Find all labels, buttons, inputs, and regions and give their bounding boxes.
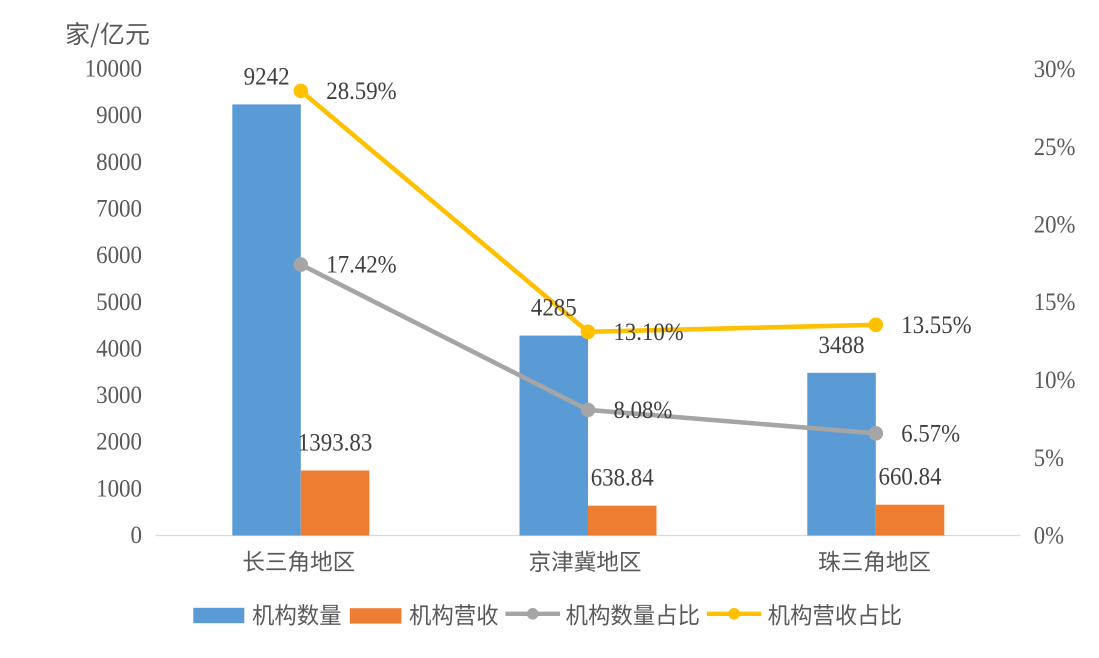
svg-text:8000: 8000 — [96, 147, 142, 176]
svg-text:25%: 25% — [1034, 132, 1076, 161]
svg-text:13.10%: 13.10% — [614, 317, 684, 346]
svg-text:638.84: 638.84 — [591, 463, 654, 492]
svg-text:4285: 4285 — [531, 293, 577, 322]
svg-text:6000: 6000 — [96, 240, 142, 269]
svg-text:5000: 5000 — [96, 287, 142, 316]
svg-text:28.59%: 28.59% — [326, 76, 396, 105]
svg-text:10000: 10000 — [85, 54, 142, 83]
svg-text:2000: 2000 — [96, 427, 142, 456]
svg-text:8.08%: 8.08% — [614, 395, 673, 424]
svg-text:15%: 15% — [1034, 287, 1076, 316]
svg-text:10%: 10% — [1034, 365, 1076, 394]
svg-text:17.42%: 17.42% — [326, 250, 396, 279]
svg-text:9242: 9242 — [244, 61, 290, 90]
svg-text:0: 0 — [131, 520, 143, 549]
svg-text:1393.83: 1393.83 — [298, 428, 373, 457]
svg-text:20%: 20% — [1034, 210, 1076, 239]
svg-text:3488: 3488 — [819, 330, 865, 359]
svg-text:4000: 4000 — [96, 333, 142, 362]
svg-text:5%: 5% — [1034, 443, 1064, 472]
svg-text:0%: 0% — [1034, 521, 1064, 550]
svg-text:30%: 30% — [1034, 54, 1076, 83]
svg-text:9000: 9000 — [96, 100, 142, 129]
svg-text:13.55%: 13.55% — [901, 310, 971, 339]
svg-text:660.84: 660.84 — [879, 462, 942, 491]
svg-text:1000: 1000 — [96, 473, 142, 502]
svg-text:6.57%: 6.57% — [901, 418, 960, 447]
svg-text:3000: 3000 — [96, 380, 142, 409]
svg-text:7000: 7000 — [96, 194, 142, 223]
